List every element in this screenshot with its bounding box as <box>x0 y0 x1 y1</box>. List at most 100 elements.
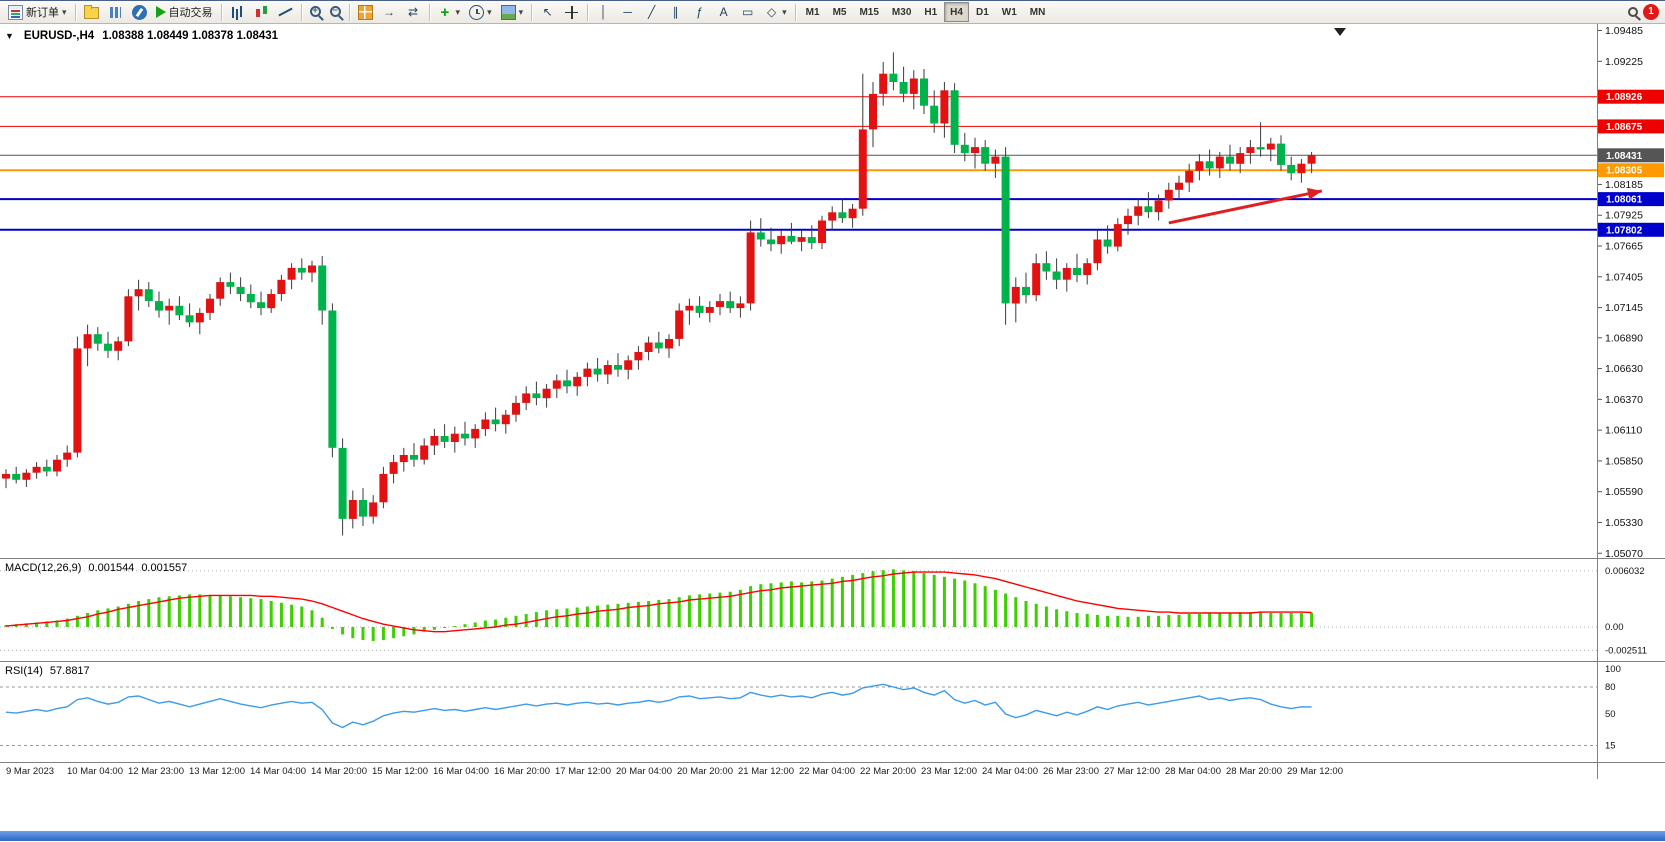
time-label: 20 Mar 20:00 <box>677 766 733 777</box>
tile-windows-button[interactable] <box>354 2 377 22</box>
auto-scroll-button[interactable]: → <box>378 2 401 22</box>
rsi-label: RSI(14) <box>5 665 43 677</box>
timeframe-w1[interactable]: W1 <box>996 2 1023 22</box>
new-order-label: 新订单 <box>26 7 59 19</box>
crosshair-tool-button[interactable] <box>560 2 583 22</box>
rsi-line <box>5 683 1312 729</box>
market-watch-button[interactable] <box>104 2 127 22</box>
timeframe-m15[interactable]: M15 <box>853 2 884 22</box>
market-watch-icon <box>108 5 123 20</box>
macd-svg: 0.006032 0.00 -0.002511 <box>0 559 1647 661</box>
time-label: 20 Mar 04:00 <box>616 766 672 777</box>
svg-text:1.08061: 1.08061 <box>1606 195 1643 206</box>
timeframe-m1[interactable]: M1 <box>800 2 826 22</box>
macd-axis-ticks: 0.006032 0.00 -0.002511 <box>0 566 1647 656</box>
channel-tool-button[interactable]: ∥ <box>664 2 687 22</box>
zoom-in-icon <box>309 5 321 17</box>
symbol-search-button[interactable] <box>1624 2 1642 22</box>
auto-trading-button[interactable]: 自动交易 <box>152 2 217 22</box>
templates-button[interactable]: ▾ <box>497 2 528 22</box>
trendline-tool-icon: ╱ <box>648 5 656 19</box>
profiles-button[interactable] <box>80 2 103 22</box>
candlestick-series <box>2 52 1316 536</box>
chart-title: ▼ EURUSD-,H4 1.08388 1.08449 1.08378 1.0… <box>5 30 278 42</box>
indicators-list-button[interactable]: ▾ <box>434 2 465 22</box>
svg-text:1.07665: 1.07665 <box>1605 241 1643 253</box>
timeframe-h4[interactable]: H4 <box>944 2 969 22</box>
trend-arrow-annotation[interactable] <box>1168 187 1323 225</box>
candlestick-mode-icon <box>254 5 269 20</box>
timeframe-h4-label: H4 <box>950 6 963 18</box>
shapes-tool-button[interactable]: ◇ ▾ <box>760 2 791 22</box>
timeframe-mn[interactable]: MN <box>1024 2 1052 22</box>
label-tool-button[interactable]: ▭ <box>736 2 759 22</box>
timeframe-m1-label: M1 <box>805 6 820 18</box>
timeframe-d1-label: D1 <box>975 6 989 18</box>
toolbar-separator <box>220 3 222 21</box>
time-label: 17 Mar 12:00 <box>555 766 611 777</box>
trendline-tool-button[interactable]: ╱ <box>640 2 663 22</box>
svg-text:1.07145: 1.07145 <box>1605 302 1643 314</box>
timeframe-m5[interactable]: M5 <box>827 2 853 22</box>
svg-text:1.06110: 1.06110 <box>1605 425 1642 437</box>
timeframe-mn-label: MN <box>1029 6 1046 18</box>
cursor-tool-icon: ↖ <box>542 5 553 19</box>
zoom-in-button[interactable] <box>306 2 325 22</box>
crosshair-tool-icon <box>564 5 579 20</box>
horizontal-line-tool-icon: ─ <box>623 5 632 19</box>
horizontal-scrollbar[interactable] <box>0 831 1665 841</box>
bar-chart-mode-button[interactable] <box>226 2 249 22</box>
timeframe-m30[interactable]: M30 <box>886 2 917 22</box>
time-label: 13 Mar 12:00 <box>189 766 245 777</box>
one-click-trading-arrow[interactable]: ▼ <box>5 31 14 41</box>
periods-icon <box>469 4 485 20</box>
text-tool-button[interactable]: A <box>712 2 735 22</box>
auto-trading-icon <box>155 6 166 18</box>
chart-window: 1.09485 1.09225 1.08185 1.07925 1.07665 1.074… <box>0 24 1665 841</box>
svg-text:1.09225: 1.09225 <box>1605 56 1643 68</box>
text-tool-icon: A <box>719 5 728 19</box>
time-label: 9 Mar 2023 <box>6 766 55 777</box>
cursor-tool-button[interactable]: ↖ <box>536 2 559 22</box>
window-lower-area <box>0 779 1665 831</box>
timeframe-m30-label: M30 <box>891 6 912 18</box>
timeframe-h1[interactable]: H1 <box>918 2 943 22</box>
chart-symbol-period: EURUSD-,H4 <box>23 30 95 42</box>
timeframe-h1-label: H1 <box>924 6 938 18</box>
toolbar-separator <box>74 3 76 21</box>
zoom-out-button[interactable] <box>326 2 345 22</box>
timeframe-w1-label: W1 <box>1001 6 1017 18</box>
fibonacci-tool-button[interactable]: ƒ <box>688 2 711 22</box>
svg-text:15: 15 <box>1605 741 1616 752</box>
candlestick-mode-button[interactable] <box>250 2 273 22</box>
chart-shift-marker[interactable] <box>1334 28 1346 36</box>
axis-border <box>1597 763 1598 779</box>
tile-windows-icon <box>357 4 373 20</box>
periods-button[interactable]: ▾ <box>465 2 496 22</box>
timeframe-d1[interactable]: D1 <box>970 2 995 22</box>
time-label: 14 Mar 04:00 <box>250 766 306 777</box>
svg-text:1.05070: 1.05070 <box>1605 548 1643 558</box>
label-tool-icon: ▭ <box>741 5 754 19</box>
time-label: 22 Mar 04:00 <box>799 766 855 777</box>
new-order-icon <box>8 4 23 20</box>
new-order-button[interactable]: 新订单 ▾ <box>4 2 71 22</box>
rsi-levels: 100 80 50 15 <box>0 664 1621 752</box>
svg-text:1.07925: 1.07925 <box>1605 210 1643 222</box>
horizontal-line-tool-button[interactable]: ─ <box>616 2 639 22</box>
macd-main-value: 0.001544 <box>88 562 135 574</box>
line-chart-mode-button[interactable] <box>274 2 297 22</box>
time-label: 28 Mar 20:00 <box>1226 766 1282 777</box>
main-chart-panel: 1.09485 1.09225 1.08185 1.07925 1.07665 1.074… <box>0 24 1665 558</box>
svg-text:1.08926: 1.08926 <box>1606 92 1643 103</box>
vertical-line-tool-button[interactable]: │ <box>592 2 615 22</box>
chart-shift-button[interactable]: ⇄ <box>402 2 425 22</box>
navigator-button[interactable] <box>128 2 151 22</box>
vertical-line-tool-icon: │ <box>599 5 608 19</box>
time-label: 16 Mar 20:00 <box>494 766 550 777</box>
caret-down-icon: ▾ <box>518 6 524 17</box>
caret-down-icon: ▾ <box>455 6 461 17</box>
notifications-badge[interactable]: 1 <box>1643 4 1659 20</box>
